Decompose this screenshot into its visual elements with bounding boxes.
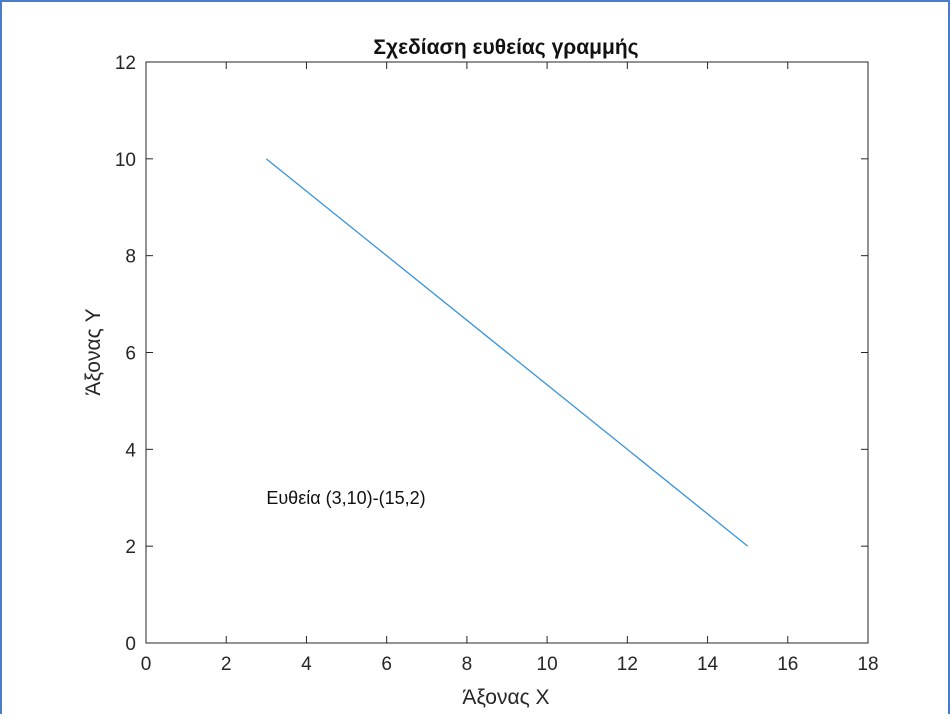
y-tick-label: 0 (125, 634, 136, 655)
annotation-group: Ευθεία (3,10)-(15,2) (266, 488, 425, 508)
x-tick-label: 2 (221, 654, 232, 675)
x-tick-label: 14 (697, 654, 719, 675)
y-tick-label: 12 (115, 53, 136, 74)
x-tick-label: 4 (301, 654, 312, 675)
x-tick-label: 8 (462, 654, 473, 675)
y-tick-label: 10 (115, 150, 136, 171)
axis-ticks: 0 2 4 6 8 10 12 14 16 18 0 2 4 6 8 10 12 (115, 53, 879, 675)
x-tick-label: 0 (141, 654, 152, 675)
x-tick-label: 16 (777, 654, 798, 675)
line-annotation: Ευθεία (3,10)-(15,2) (266, 488, 425, 508)
x-tick-label: 18 (857, 654, 878, 675)
y-tick-label: 2 (125, 537, 136, 558)
y-axis-label: Άξονας Y (82, 308, 105, 395)
y-tick-label: 8 (125, 247, 136, 268)
x-tick-label: 12 (617, 654, 638, 675)
chart-title: Σχεδίαση ευθείας γραμμής (373, 36, 638, 59)
series-line (265, 158, 749, 547)
y-tick-label: 4 (125, 440, 136, 461)
x-axis-label: Άξονας X (462, 686, 549, 709)
x-tick-label: 6 (381, 654, 392, 675)
x-tick-label: 10 (537, 654, 558, 675)
y-tick-label: 6 (125, 344, 136, 365)
series-group (265, 158, 749, 547)
